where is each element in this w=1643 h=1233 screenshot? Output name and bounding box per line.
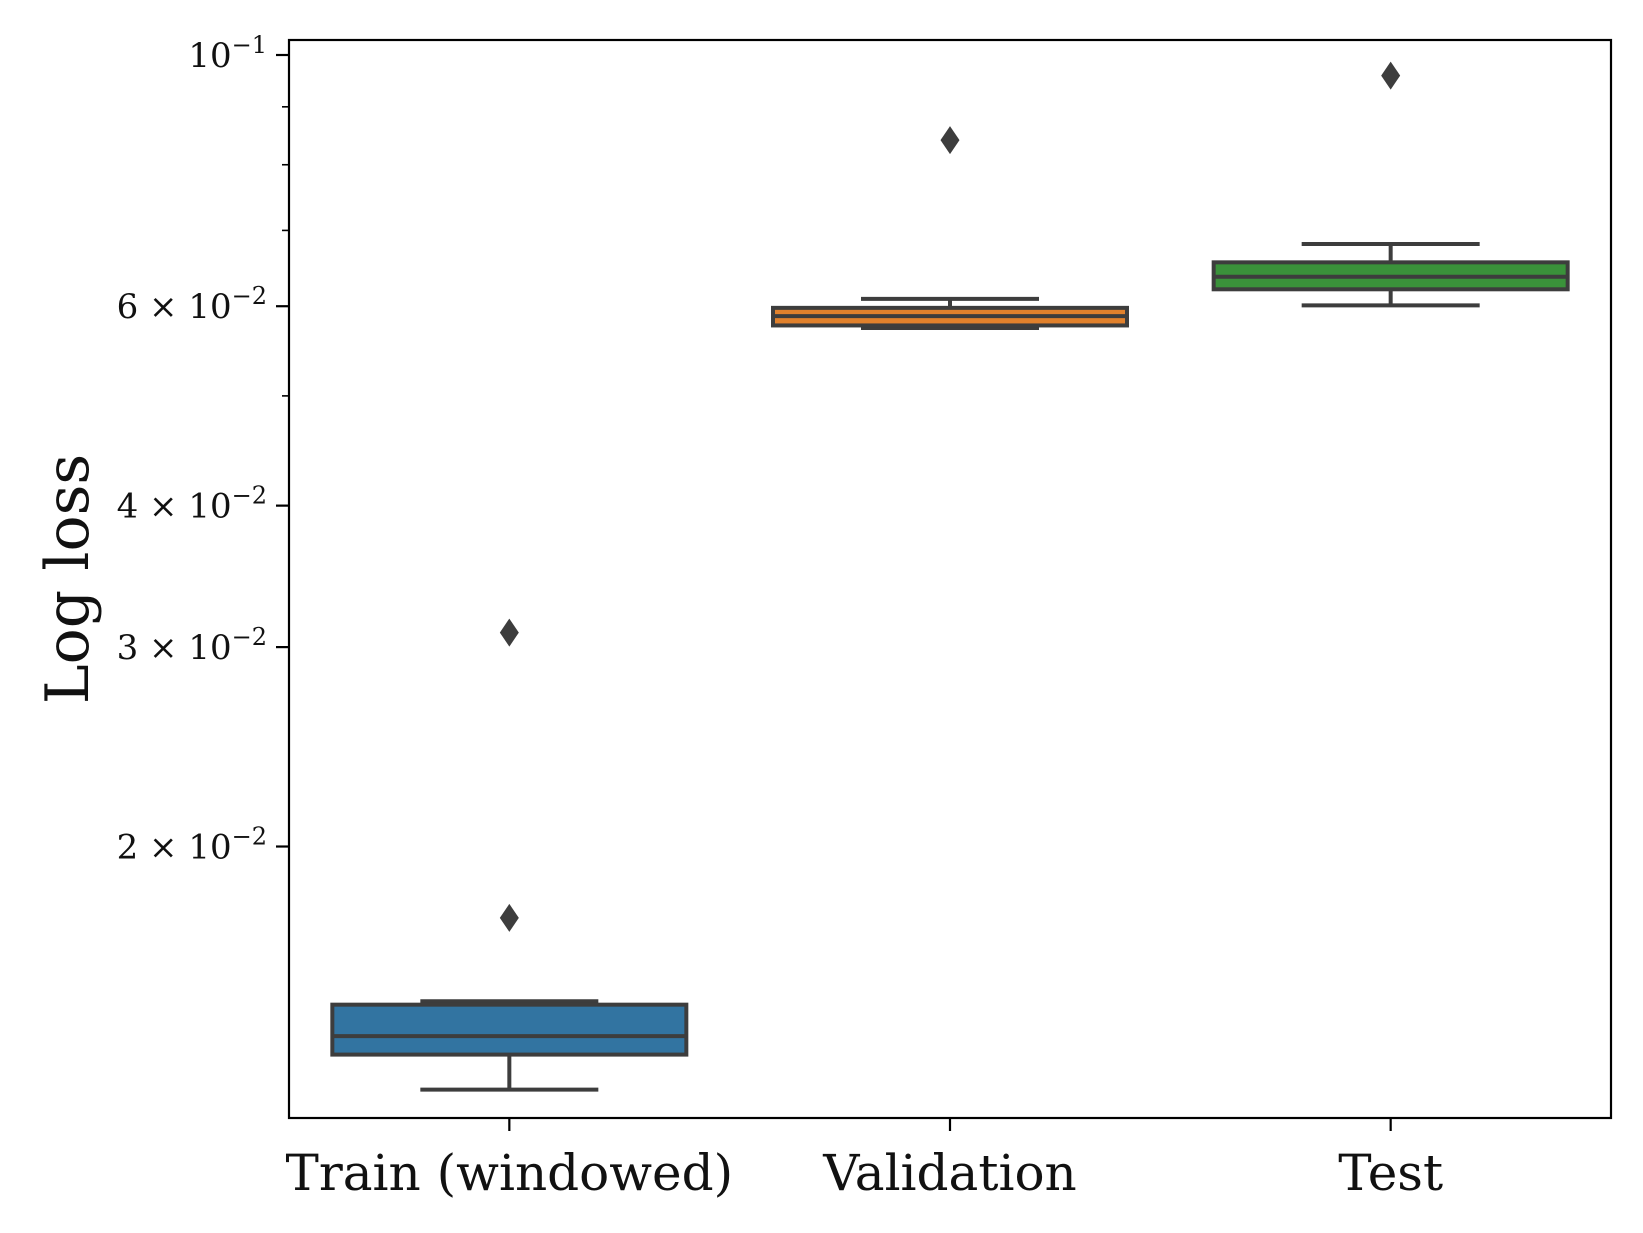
- iqr-box: [330, 1002, 689, 1057]
- y-tick-label: 6 × 10−2: [117, 282, 267, 327]
- y-axis-title: Log loss: [33, 454, 103, 704]
- box-group-3: [1211, 61, 1570, 308]
- x-tick-label: Test: [1338, 1144, 1443, 1202]
- outlier-marker: [940, 126, 960, 155]
- y-tick-label: 10−1: [188, 31, 267, 76]
- plot-marks: [330, 61, 1570, 1092]
- x-tick-label: Validation: [822, 1144, 1077, 1202]
- x-tick-label: Train (windowed): [286, 1144, 734, 1202]
- y-tick-label: 4 × 10−2: [117, 482, 267, 527]
- axes: 10−1 6 × 10−2 4 × 10−2 3 × 10−2 2 × 10−2 Trai…: [117, 31, 1443, 1202]
- outlier-marker: [499, 903, 519, 932]
- y-tick-label: 3 × 10−2: [117, 623, 267, 668]
- outlier-marker: [499, 618, 519, 647]
- box-group-1: [330, 618, 689, 1092]
- y-tick-label: 2 × 10−2: [117, 823, 267, 868]
- outlier-marker: [1381, 61, 1401, 90]
- box-group-2: [771, 126, 1129, 331]
